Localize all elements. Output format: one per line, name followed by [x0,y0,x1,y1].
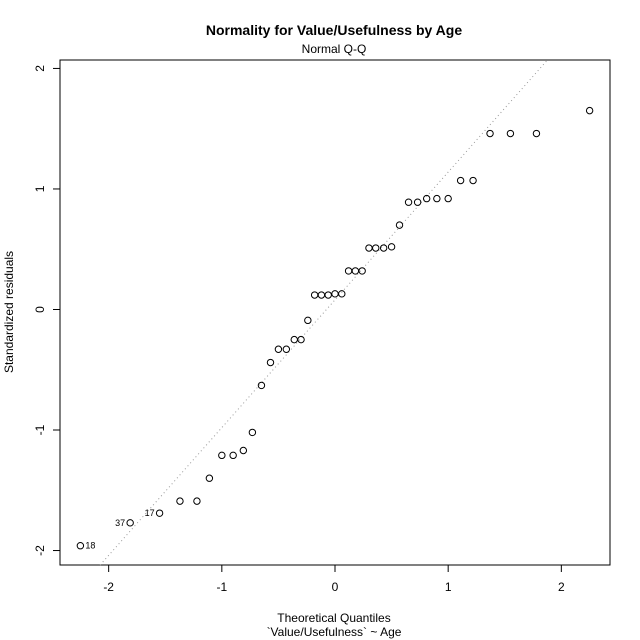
data-point [344,267,353,275]
data-point [379,244,388,252]
data-point [218,451,226,460]
data-point [324,291,332,299]
point-label: 37 [115,518,125,528]
point-labels: 18 37 17 [85,508,154,551]
data-point [266,358,275,367]
y-tick-label: -1 [33,424,47,435]
x-tick-label: 2 [558,580,565,594]
data-point [395,221,404,229]
data-point [486,129,494,138]
data-point [193,497,201,505]
data-point [310,291,319,299]
chart-title: Normality for Value/Usefulness by Age [206,22,462,38]
x-axis-label: Theoretical Quantiles [277,611,390,625]
data-point [433,194,441,203]
data-point [126,519,134,527]
x-tick-label: 1 [445,580,452,594]
point-label: 18 [85,541,95,551]
data-point [338,290,346,298]
data-point [304,316,312,325]
x-axis: -2 -1 0 1 2 [103,565,565,594]
data-point [248,428,257,437]
data-point [239,446,248,455]
data-point [229,451,237,460]
x-axis-sublabel: `Value/Usefulness` ~ Age [267,625,402,639]
point-label: 17 [145,508,155,518]
data-point [331,290,339,298]
y-tick-label: 2 [33,65,47,72]
y-tick-label: 1 [33,185,47,192]
data-point [372,244,380,252]
y-tick-label: -2 [33,545,47,556]
data-point [444,194,452,203]
x-tick-label: -1 [216,580,227,594]
y-axis-label: Standardized residuals [2,251,16,373]
y-axis: -2 -1 0 1 2 [33,65,60,556]
reference-line [99,59,548,566]
data-point [290,335,298,344]
data-point [469,176,477,185]
plot-frame [59,59,611,566]
data-point [257,381,266,390]
data-point [274,345,283,353]
data-point [358,267,366,275]
y-tick-label: 0 [33,306,47,313]
data-point [155,509,164,517]
data-point [585,106,594,115]
data-point [205,474,214,482]
data-point [282,345,291,353]
data-point [387,243,396,251]
data-points [76,106,594,550]
data-point [404,198,413,206]
data-point [456,176,465,185]
data-point [176,497,184,505]
x-tick-label: -2 [103,580,114,594]
data-point [422,194,431,203]
data-point [76,542,85,550]
data-point [317,291,326,299]
data-point [532,129,541,138]
data-point [506,129,515,138]
data-point [413,198,422,206]
data-point [297,335,305,344]
x-tick-label: 0 [332,580,339,594]
data-point [351,267,360,275]
data-point [365,244,373,252]
chart-subtitle: Normal Q-Q [302,42,367,56]
